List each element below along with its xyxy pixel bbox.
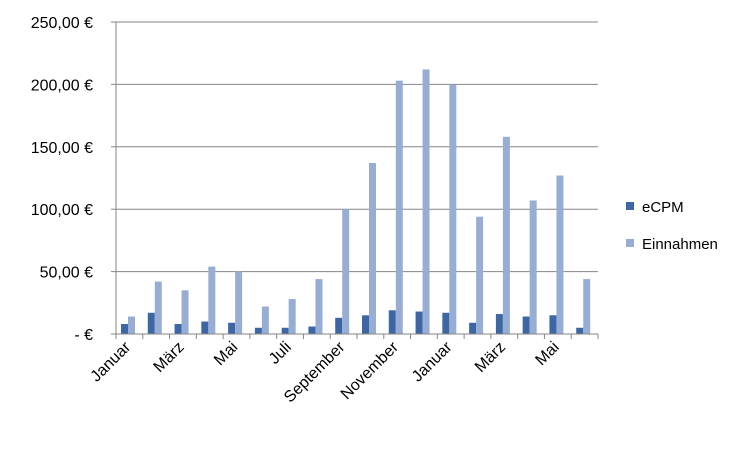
bar-ecpm (228, 322, 236, 334)
bar-einnahmen (476, 216, 484, 334)
bars (121, 69, 591, 335)
y-tick-label: 100,00 € (31, 202, 93, 219)
bar-einnahmen (395, 80, 403, 334)
legend: eCPM Einnahmen (626, 199, 718, 253)
bar-ecpm (174, 324, 182, 334)
y-tick-label: 50,00 € (40, 265, 93, 282)
bar-einnahmen (235, 271, 243, 334)
bar-einnahmen (208, 266, 216, 334)
bar-einnahmen (556, 175, 564, 334)
gridlines (116, 21, 598, 273)
x-tick-label: Januar (88, 338, 135, 385)
y-tick-labels: - € 50,00 € 100,00 € 150,00 € 200,00 € 250,00… (31, 15, 116, 344)
bar-ecpm (121, 324, 128, 334)
bar-einnahmen (181, 290, 189, 334)
legend-label-einnahmen: Einnahmen (642, 236, 718, 253)
y-tick-label: 150,00 € (31, 140, 93, 157)
x-tick-label: Januar (409, 338, 456, 385)
bar-ecpm (281, 327, 289, 334)
legend-swatch-ecpm (626, 202, 634, 210)
y-tick-label: 250,00 € (31, 15, 93, 32)
bar-einnahmen (502, 136, 510, 334)
bar-ecpm (388, 310, 396, 334)
bar-ecpm (308, 326, 316, 334)
x-tick-label: November (338, 338, 403, 403)
bar-ecpm (442, 312, 450, 334)
bar-einnahmen (449, 84, 457, 335)
bar-einnahmen (261, 306, 269, 334)
legend-label-ecpm: eCPM (642, 199, 684, 216)
x-tick-label: Juli (266, 339, 295, 368)
bar-einnahmen (529, 200, 537, 334)
bar-ecpm (415, 311, 423, 334)
bar-ecpm (147, 312, 155, 334)
legend-swatch-einnahmen (626, 239, 634, 247)
bar-ecpm (201, 321, 209, 334)
bar-ecpm (576, 327, 584, 334)
x-tick-label: Mai (532, 339, 562, 369)
bar-ecpm (549, 315, 557, 334)
bar-ecpm (335, 317, 343, 334)
bar-einnahmen (422, 69, 430, 335)
bar-einnahmen (128, 316, 135, 334)
bar-ecpm (522, 316, 530, 334)
x-tick-label: März (472, 339, 509, 376)
bar-einnahmen (342, 209, 350, 334)
bar-ecpm (495, 314, 503, 334)
x-tick-label: Mai (211, 339, 241, 369)
y-tick-label: 200,00 € (31, 77, 93, 94)
bar-einnahmen (583, 279, 591, 334)
bar-einnahmen (288, 299, 296, 334)
bar-einnahmen (154, 281, 162, 334)
bar-ecpm (469, 322, 477, 334)
axes (115, 22, 598, 335)
y-tick-label: - € (74, 327, 93, 344)
bar-ecpm (254, 327, 262, 334)
bar-einnahmen (369, 163, 376, 334)
x-tick-label: März (151, 339, 188, 376)
bar-ecpm (362, 315, 369, 334)
bar-einnahmen (315, 279, 323, 334)
